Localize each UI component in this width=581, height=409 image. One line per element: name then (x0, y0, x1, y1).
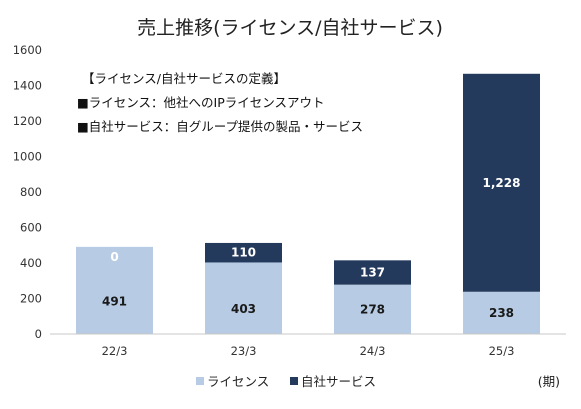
bar-license (463, 291, 540, 334)
y-tick-label: 0 (35, 327, 42, 341)
legend-label-own-service: 自社サービス (301, 374, 376, 389)
legend: ライセンス 自社サービス (196, 374, 376, 389)
bar-license (76, 246, 153, 334)
data-label-own-service: 0 (110, 250, 118, 264)
y-tick-label: 1600 (13, 43, 42, 57)
y-tick-label: 1000 (13, 150, 42, 164)
y-tick-label: 400 (20, 256, 42, 270)
x-tick-label: 25/3 (489, 344, 515, 358)
definition-note: 【ライセンス/自社サービスの定義】 ■ライセンス：他社へのIPライセンスアウト … (77, 71, 363, 134)
data-label-own-service: 137 (360, 265, 385, 279)
y-tick-label: 800 (20, 185, 42, 199)
y-tick-label: 1400 (13, 79, 42, 93)
definition-license: ■ライセンス：他社へのIPライセンスアウト (77, 95, 325, 110)
x-axis: 22/3 23/3 24/3 25/3 (50, 333, 566, 358)
definition-heading: 【ライセンス/自社サービスの定義】 (82, 71, 286, 86)
data-label-own-service: 110 (231, 246, 256, 260)
bar-own-service (334, 260, 411, 285)
data-label-own-service: 1,228 (483, 176, 521, 190)
data-label-license: 278 (360, 302, 385, 316)
bar-own-service (205, 242, 282, 263)
data-label-license: 491 (102, 294, 127, 308)
definition-own-service: ■自社サービス：自グループ提供の製品・サービス (77, 119, 363, 134)
bars: 491 0 403 110 278 137 238 1,228 (76, 73, 540, 334)
y-tick-label: 200 (20, 292, 42, 306)
x-tick-label: 24/3 (360, 344, 386, 358)
x-tick-label: 23/3 (231, 344, 257, 358)
legend-swatch-own-service (290, 377, 298, 385)
bar-license (205, 262, 282, 334)
y-axis: 0 200 400 600 800 1000 1200 1400 1600 (13, 43, 42, 341)
x-tick-label: 22/3 (102, 344, 128, 358)
legend-swatch-license (196, 377, 204, 385)
bar-license (334, 284, 411, 334)
unit-note: (期) (538, 374, 560, 389)
y-tick-label: 600 (20, 221, 42, 235)
data-label-license: 238 (489, 306, 514, 320)
bar-own-service (463, 73, 540, 292)
legend-label-license: ライセンス (207, 374, 269, 389)
data-label-license: 403 (231, 302, 256, 316)
y-tick-label: 1200 (13, 114, 42, 128)
chart-title: 売上推移(ライセンス/自社サービス) (137, 17, 443, 39)
